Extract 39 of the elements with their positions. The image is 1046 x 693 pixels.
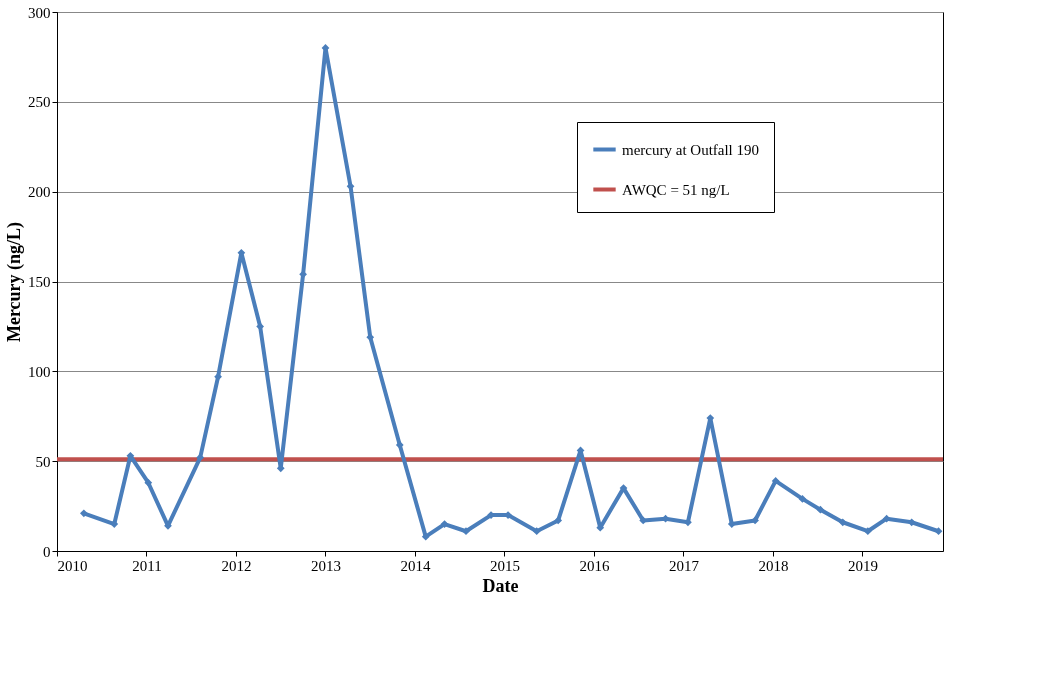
point bbox=[532, 527, 541, 536]
y-axis-title: Mercury (ng/L) bbox=[4, 221, 25, 343]
x-tick-label: 2017 bbox=[668, 557, 700, 574]
point bbox=[440, 520, 449, 528]
point bbox=[462, 527, 470, 536]
point bbox=[144, 478, 153, 487]
legend-label: AWQC = 51 ng/L bbox=[622, 181, 730, 198]
point bbox=[816, 505, 825, 514]
point bbox=[934, 527, 943, 536]
y-tick-label: 200 bbox=[28, 184, 51, 201]
x-tick-label: 2015 bbox=[489, 557, 520, 574]
point bbox=[79, 509, 88, 518]
point bbox=[395, 441, 404, 449]
y-tick-label: 100 bbox=[28, 363, 51, 380]
x-axis-title: Date bbox=[482, 575, 519, 596]
point bbox=[751, 516, 759, 525]
point bbox=[684, 518, 692, 527]
x-tick-label: 2014 bbox=[400, 557, 431, 574]
y-tick-label: 50 bbox=[35, 453, 51, 470]
x-tick-label: 2012 bbox=[221, 557, 252, 574]
legend-label: mercury at Outfall 190 bbox=[622, 141, 760, 158]
x-tick-label: 2018 bbox=[758, 557, 789, 574]
point bbox=[771, 477, 780, 485]
x-tick-label: 2013 bbox=[310, 557, 341, 574]
x-tick-label: 2010 bbox=[57, 557, 88, 574]
point bbox=[882, 514, 891, 523]
x-tick-label: 2016 bbox=[579, 557, 610, 574]
point bbox=[727, 520, 736, 528]
y-tick-label: 250 bbox=[28, 94, 51, 111]
point bbox=[421, 532, 430, 541]
y-tick-label: 0 bbox=[43, 543, 51, 560]
x-tick-label: 2011 bbox=[132, 557, 162, 574]
y-tick-label: 300 bbox=[28, 4, 51, 21]
x-tick-label: 2019 bbox=[847, 557, 878, 574]
point bbox=[554, 516, 563, 525]
y-tick-label: 150 bbox=[28, 274, 51, 290]
point bbox=[838, 518, 847, 527]
point bbox=[110, 520, 119, 528]
point bbox=[798, 495, 807, 503]
